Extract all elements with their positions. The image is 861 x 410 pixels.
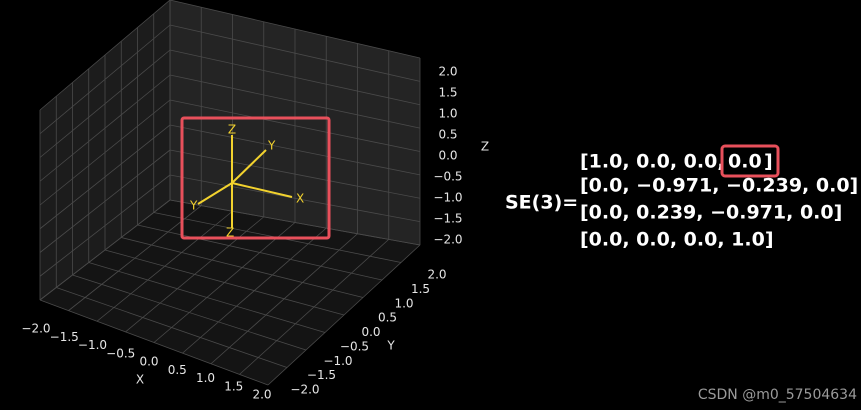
- tick-label: 2.0: [427, 268, 446, 282]
- tick-label: 0.0: [438, 149, 457, 163]
- grid-line: [182, 227, 327, 354]
- grid-line: [169, 199, 421, 246]
- tick-label: −1.5: [50, 330, 79, 344]
- matrix-row: [0.0, 0.0, 0.0, 1.0]: [580, 229, 774, 251]
- grid-line: [267, 244, 421, 386]
- tick-label: −1.0: [323, 354, 352, 368]
- tick-label: −1.5: [307, 368, 336, 382]
- tick-label: −0.5: [433, 170, 462, 184]
- highlight-box: [180, 116, 331, 240]
- tick-label: −2.0: [433, 233, 462, 247]
- tick-label: 1.0: [438, 107, 457, 121]
- floor-pane: [40, 200, 420, 385]
- matrix-rows: [0.0, −0.971, −0.239, 0.0] [0.0, 0.239, −…: [580, 175, 858, 251]
- grid-line: [39, 174, 171, 277]
- matrix-row: [0.0, 0.239, −0.971, 0.0]: [580, 202, 842, 224]
- tick-label: 1.5: [411, 282, 430, 296]
- frame-label: X: [296, 192, 304, 206]
- matrix-row: [1.0, 0.0, 0.0,: [580, 151, 725, 173]
- grid-line: [153, 222, 296, 343]
- tick-label: 1.0: [394, 296, 413, 310]
- grid-line: [121, 237, 364, 298]
- tick-label: 1.0: [196, 371, 215, 385]
- grid-line: [239, 239, 390, 375]
- tick-label: 0.5: [438, 128, 457, 142]
- tick-label: −1.0: [78, 338, 107, 352]
- axis-label: X: [136, 373, 144, 387]
- grid-line: [39, 124, 171, 230]
- axis-label: Z: [481, 140, 489, 154]
- tick-label: 1.5: [224, 379, 243, 393]
- tick-label: 0.5: [378, 311, 397, 325]
- matrix-row: [0.0, −0.971, −0.239, 0.0]: [580, 175, 858, 197]
- tick-label: −2.0: [21, 322, 50, 336]
- grid-line: [169, 99, 421, 152]
- frame-label: Y: [189, 199, 198, 213]
- matrix-cell: 0.0: [728, 151, 762, 173]
- tick-label: 0.5: [168, 363, 187, 377]
- matrix-label: SE(3)=: [505, 192, 578, 214]
- tick-labels: −2.0−1.5−1.0−0.50.00.51.01.52.0 −2.0−1.5−…: [21, 65, 462, 402]
- tick-label: −1.5: [433, 212, 462, 226]
- tick-label: −1.0: [433, 191, 462, 205]
- watermark: CSDN @m0_57504634: [698, 387, 857, 403]
- grid-line: [169, 149, 421, 199]
- grid-line: [169, 124, 421, 176]
- grid-line: [169, 174, 421, 223]
- grid: [39, 0, 421, 386]
- x-arrow: [231, 182, 293, 198]
- grid-line: [210, 233, 358, 365]
- tick-label: 0.0: [361, 325, 380, 339]
- grid-line: [39, 99, 171, 206]
- coordinate-frame: Z Y X Y Z: [189, 123, 304, 240]
- neg-y-line: [197, 182, 233, 205]
- grid-line: [39, 149, 171, 253]
- axis-label: Y: [386, 339, 395, 353]
- matrix-row: ]: [764, 151, 773, 173]
- highlight-box: [720, 144, 780, 178]
- frame-label: Z: [226, 226, 234, 240]
- grid-line: [137, 224, 383, 281]
- tick-label: −2.0: [290, 383, 319, 397]
- tick-label: 2.0: [438, 65, 457, 79]
- tick-label: 2.0: [252, 388, 271, 402]
- tick-label: 0.0: [139, 355, 158, 369]
- tick-label: −0.5: [340, 339, 369, 353]
- tick-label: −0.5: [106, 346, 135, 360]
- frame-label: Y: [267, 139, 276, 153]
- y-arrow: [231, 149, 267, 184]
- tick-label: 1.5: [438, 86, 457, 100]
- frame-label: Z: [228, 123, 236, 137]
